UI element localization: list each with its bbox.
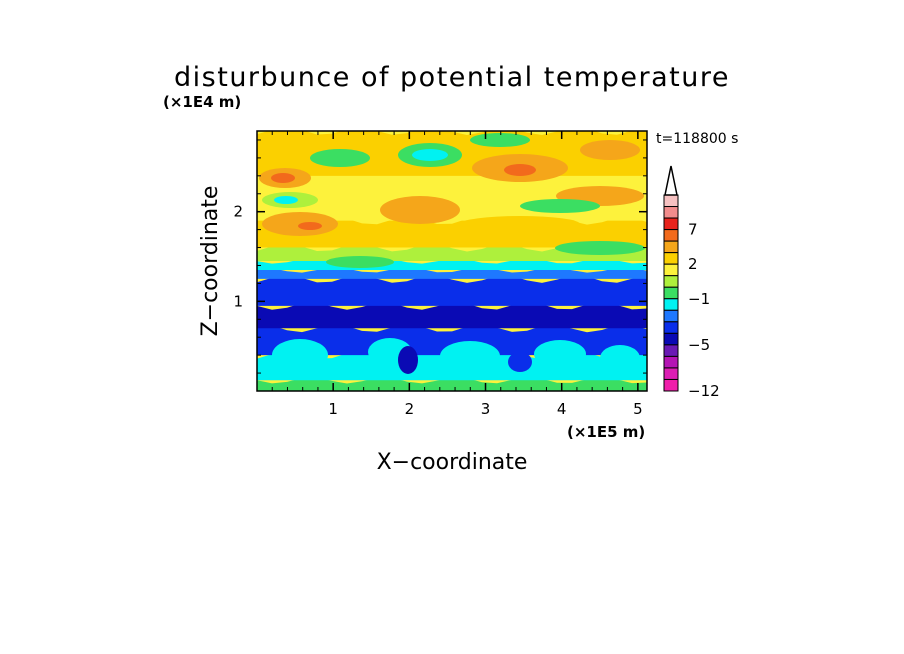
colorbar-box <box>663 194 679 208</box>
colorbar-box <box>663 206 679 219</box>
warm-patch <box>380 196 460 224</box>
y-tick-label: 2 <box>233 203 243 221</box>
contour-field <box>257 131 647 391</box>
colorbar: 7 2 −1 −5 −12 <box>663 165 720 400</box>
colorbar-box <box>663 217 679 231</box>
x-axis-ticks: 1 2 3 4 5 <box>271 131 643 418</box>
colorbar-box <box>663 286 679 300</box>
x-tick-label: 5 <box>633 400 643 418</box>
colorbar-box <box>663 332 679 346</box>
colorbar-tick-label: 7 <box>688 221 698 239</box>
colorbar-boxes <box>663 194 679 392</box>
warm-patch <box>298 222 322 230</box>
contour-band <box>257 377 647 391</box>
low-cell <box>534 340 586 368</box>
y-axis-label: Z−coordinate <box>198 186 223 337</box>
low-cell <box>600 345 640 371</box>
warm-patch <box>271 173 295 183</box>
colorbar-box <box>663 378 679 392</box>
x-tick-label: 4 <box>557 400 567 418</box>
colorbar-extend-arrow <box>664 165 678 196</box>
warm-patch <box>460 216 580 232</box>
colorbar-box <box>663 252 679 265</box>
x-axis-label: X−coordinate <box>377 450 528 475</box>
colorbar-box <box>663 263 679 277</box>
x-axis-unit: (×1E5 m) <box>567 423 645 441</box>
colorbar-box <box>663 240 679 254</box>
colorbar-box <box>663 344 679 357</box>
contour-texture <box>259 133 645 374</box>
low-cell <box>272 339 328 371</box>
warm-patch <box>504 164 536 176</box>
cool-patch <box>470 133 530 147</box>
colorbar-box <box>663 355 679 369</box>
colorbar-tick-label: −12 <box>688 382 720 400</box>
low-cell <box>398 346 418 374</box>
time-label: t=118800 s <box>656 131 738 147</box>
colorbar-box <box>663 321 679 334</box>
colorbar-tick-label: −5 <box>688 336 710 354</box>
contour-band <box>257 267 647 279</box>
colorbar-box <box>663 298 679 311</box>
cool-patch <box>274 196 298 204</box>
cool-patch <box>555 241 645 255</box>
x-tick-label: 3 <box>481 400 491 418</box>
cool-patch <box>412 149 448 161</box>
contour-band <box>257 301 647 329</box>
low-cell <box>508 352 532 372</box>
plot-frame <box>256 130 648 392</box>
chart-title: disturbunce of potential temperature <box>174 62 730 93</box>
colorbar-box <box>663 309 679 323</box>
colorbar-box <box>663 367 679 380</box>
colorbar-tick-label: −1 <box>688 290 710 308</box>
colorbar-tick-label: 2 <box>688 255 698 273</box>
y-axis-unit: (×1E4 m) <box>163 93 241 111</box>
y-tick-label: 1 <box>233 292 243 310</box>
low-cell <box>440 341 500 371</box>
cool-patch <box>326 256 394 268</box>
y-axis-ticks: 12 <box>233 139 647 374</box>
cool-patch <box>520 199 600 213</box>
colorbar-box <box>663 229 679 242</box>
x-tick-label: 1 <box>328 400 338 418</box>
contour-band <box>257 274 647 306</box>
colorbar-ticks: 7 2 −1 −5 −12 <box>688 221 720 400</box>
warm-patch <box>580 140 640 160</box>
colorbar-box <box>663 275 679 288</box>
cool-patch <box>310 149 370 167</box>
x-tick-label: 2 <box>405 400 415 418</box>
